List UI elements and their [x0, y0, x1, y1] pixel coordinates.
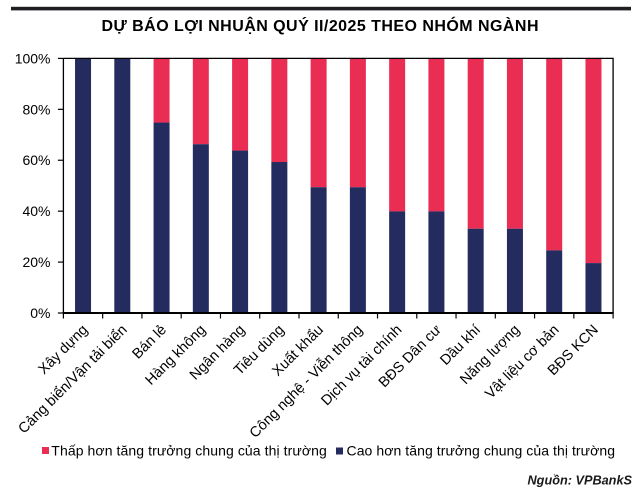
svg-text:Nguồn: VPBankS: Nguồn: VPBankS — [528, 473, 633, 488]
svg-text:100%: 100% — [15, 50, 51, 66]
svg-text:DỰ BÁO LỢI NHUẬN QUÝ II/2025 T: DỰ BÁO LỢI NHUẬN QUÝ II/2025 THEO NHÓM N… — [102, 16, 539, 35]
svg-text:0%: 0% — [30, 305, 50, 321]
svg-text:60%: 60% — [22, 152, 50, 168]
svg-text:Thấp hơn tăng trưởng chung của: Thấp hơn tăng trưởng chung của thị trườn… — [51, 443, 327, 459]
svg-text:80%: 80% — [22, 101, 50, 117]
svg-text:40%: 40% — [22, 203, 50, 219]
svg-text:20%: 20% — [22, 254, 50, 270]
svg-text:Cao hơn tăng trưởng chung của: Cao hơn tăng trưởng chung của thị trường — [347, 443, 616, 459]
